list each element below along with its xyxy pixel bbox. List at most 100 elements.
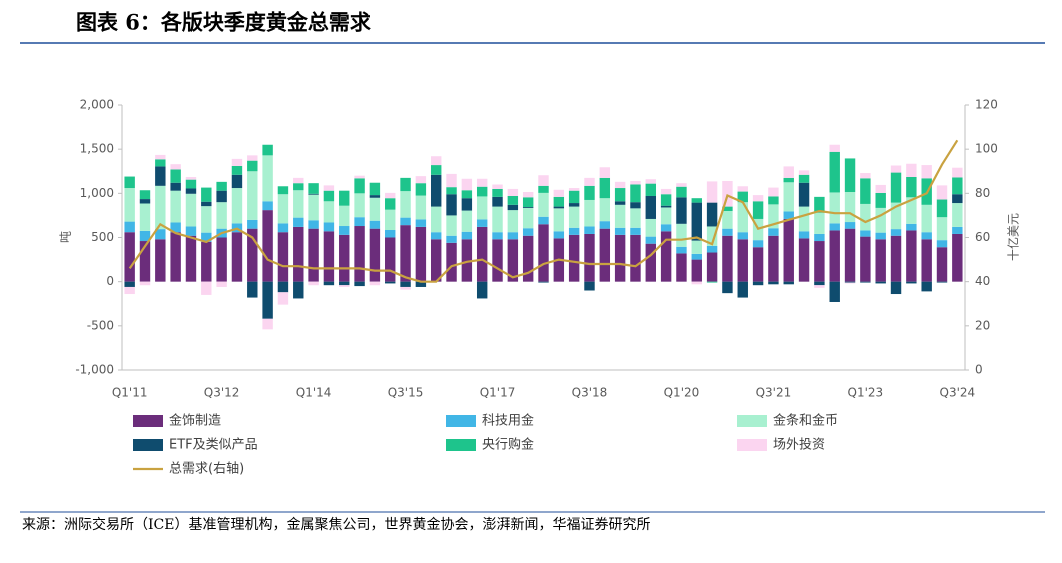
source: 来源：洲际交易所（ICE）基准管理机构，金属聚焦公司，世界黄金协会，澎湃新闻，华… <box>22 516 650 533</box>
bar-segment <box>706 245 718 253</box>
bar-segment <box>415 195 427 220</box>
y2-tick-label: 40 <box>975 274 990 288</box>
bar-segment <box>568 206 580 228</box>
bar-segment <box>829 151 840 193</box>
bar-segment <box>844 281 856 283</box>
bar-segment <box>875 192 886 208</box>
bar-segment <box>124 188 135 222</box>
bar-segment <box>308 281 319 286</box>
bar-segment <box>645 243 657 282</box>
bar-segment <box>768 235 779 282</box>
bar-segment <box>630 227 641 235</box>
bar-segment <box>354 175 365 179</box>
bar-segment <box>691 198 702 203</box>
bar-segment <box>430 156 442 166</box>
bar-segment <box>339 226 350 235</box>
bar-segment <box>798 182 810 207</box>
bar-segment <box>124 281 135 287</box>
bar-segment <box>415 281 427 287</box>
bar-segment <box>155 239 166 282</box>
bar-segment <box>614 234 626 282</box>
bar-segment <box>507 232 519 240</box>
legend-label: ETF及类似产品 <box>169 438 258 453</box>
bar-segment <box>630 184 641 203</box>
bar-segment <box>139 199 151 204</box>
bar-segment <box>860 236 871 282</box>
bar-segment <box>829 281 840 302</box>
legend-label: 金饰制造 <box>169 413 221 429</box>
legend-swatch <box>133 439 163 451</box>
bar-segment <box>339 234 350 282</box>
bar-segment <box>952 203 963 227</box>
bar-segment <box>768 281 779 285</box>
bar-segment <box>814 233 825 242</box>
bar-segment <box>476 219 488 227</box>
bar-segment <box>737 186 748 192</box>
bar-segment <box>584 226 595 234</box>
bar-segment <box>906 223 917 231</box>
bar-segment <box>768 228 779 236</box>
bar-segment <box>921 239 932 282</box>
bar-segment <box>170 169 181 183</box>
bar-segment <box>921 165 932 179</box>
bar-segment <box>185 179 197 189</box>
bar-segment <box>691 202 702 241</box>
bar-segment <box>124 286 135 295</box>
x-tick-label: Q1'14 <box>296 386 332 400</box>
bar-segment <box>369 195 381 198</box>
bar-segment <box>645 183 657 196</box>
bar-segment <box>676 246 687 254</box>
bar-segment <box>247 171 258 220</box>
bar-segment <box>308 183 319 194</box>
bar-segment <box>722 235 733 282</box>
legend-swatch <box>737 439 767 451</box>
bar-segment <box>860 281 871 283</box>
bar-segment <box>247 281 258 298</box>
x-tick-label: Q1'20 <box>664 386 700 400</box>
bar-segment <box>400 286 411 290</box>
bar-segment <box>323 190 335 202</box>
bar-segment <box>308 220 319 229</box>
bar-segment <box>430 239 442 282</box>
bar-segment <box>293 183 304 191</box>
bar-segment <box>446 215 457 236</box>
bar-segment <box>722 206 733 211</box>
bar-segment <box>262 210 273 282</box>
x-tick-label: Q1'11 <box>112 386 148 400</box>
bar-segment <box>906 281 917 284</box>
bar-segment <box>185 226 197 236</box>
y2-tick-label: 60 <box>975 230 990 244</box>
bar-segment <box>277 281 289 293</box>
bar-segment <box>293 281 304 299</box>
y-tick-label: -500 <box>87 318 114 332</box>
bar-segment <box>185 176 197 180</box>
legend-label: 金条和金币 <box>773 413 838 429</box>
bar-segment <box>798 174 810 183</box>
bar-segment <box>323 222 335 232</box>
x-tick-label: Q3'24 <box>940 386 976 400</box>
bar-segment <box>676 223 687 247</box>
bar-segment <box>430 206 442 233</box>
bar-segment <box>860 203 871 231</box>
bar-segment <box>339 205 350 227</box>
bar-segment <box>216 237 227 282</box>
bar-segment <box>691 281 702 285</box>
y2-axis-title: 十亿美元 <box>1006 213 1021 261</box>
bar-segment <box>936 240 948 248</box>
bar-segment <box>400 281 411 287</box>
bar-segment <box>339 190 350 206</box>
bar-segment <box>614 204 626 228</box>
bar-segment <box>216 281 227 287</box>
bar-segment <box>522 228 534 236</box>
bar-segment <box>124 221 135 233</box>
bar-segment <box>660 194 672 206</box>
bar-segment <box>522 235 534 282</box>
bar-segment <box>124 232 135 282</box>
y2-tick-label: 80 <box>975 186 990 200</box>
bar-segment <box>599 198 611 222</box>
bar-segment <box>430 165 442 175</box>
legend-label: 央行购金 <box>482 437 534 453</box>
chart-title: 图表 6：各版块季度黄金总需求 <box>76 10 371 35</box>
bar-segment <box>139 190 151 200</box>
